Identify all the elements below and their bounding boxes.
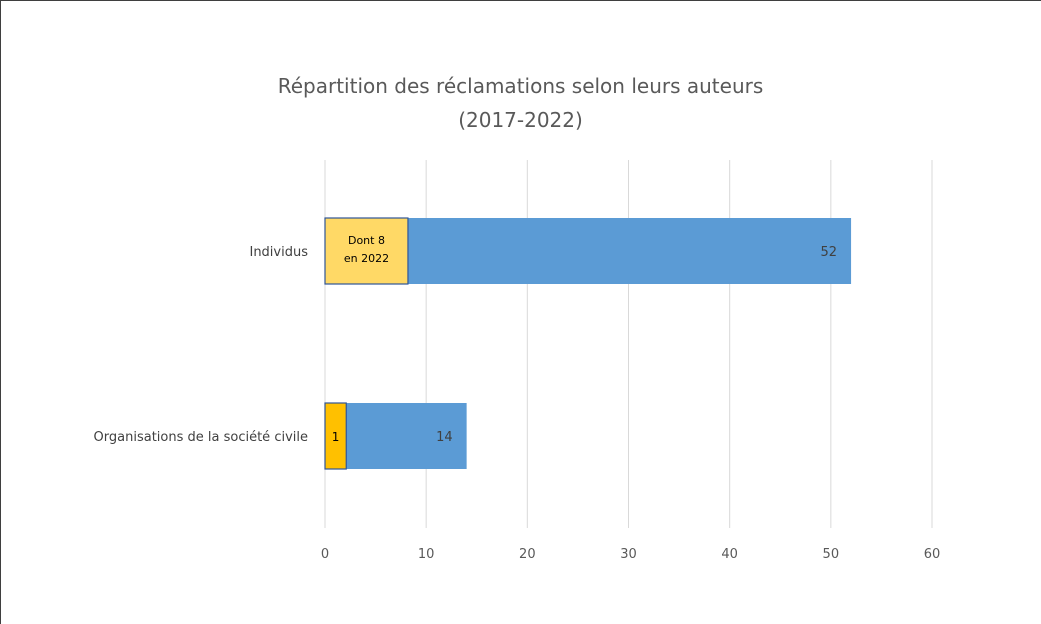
x-tick-label: 60 bbox=[924, 547, 941, 562]
bar-2022 bbox=[324, 217, 409, 285]
category-label: Individus bbox=[249, 245, 308, 260]
data-label-2022-line1: Dont 8 bbox=[348, 234, 385, 247]
x-tick-label: 10 bbox=[418, 547, 435, 562]
bar-2022 bbox=[324, 402, 347, 470]
data-label-2022: 1 bbox=[332, 430, 340, 444]
x-tick-label: 50 bbox=[823, 547, 840, 562]
x-tick-label: 20 bbox=[519, 547, 536, 562]
data-label-2022-line2: en 2022 bbox=[344, 252, 389, 265]
bar-total bbox=[325, 403, 467, 469]
data-label-total: 14 bbox=[436, 430, 453, 445]
bar-total bbox=[325, 218, 852, 284]
x-tick-label: 40 bbox=[721, 547, 738, 562]
chart-subtitle: (2017-2022) bbox=[458, 108, 583, 132]
x-tick-label: 0 bbox=[321, 547, 329, 562]
chart-title: Répartition des réclamations selon leurs… bbox=[277, 74, 764, 98]
x-tick-label: 30 bbox=[620, 547, 637, 562]
category-label: Organisations de la société civile bbox=[94, 430, 308, 445]
data-label-total: 52 bbox=[821, 245, 838, 260]
